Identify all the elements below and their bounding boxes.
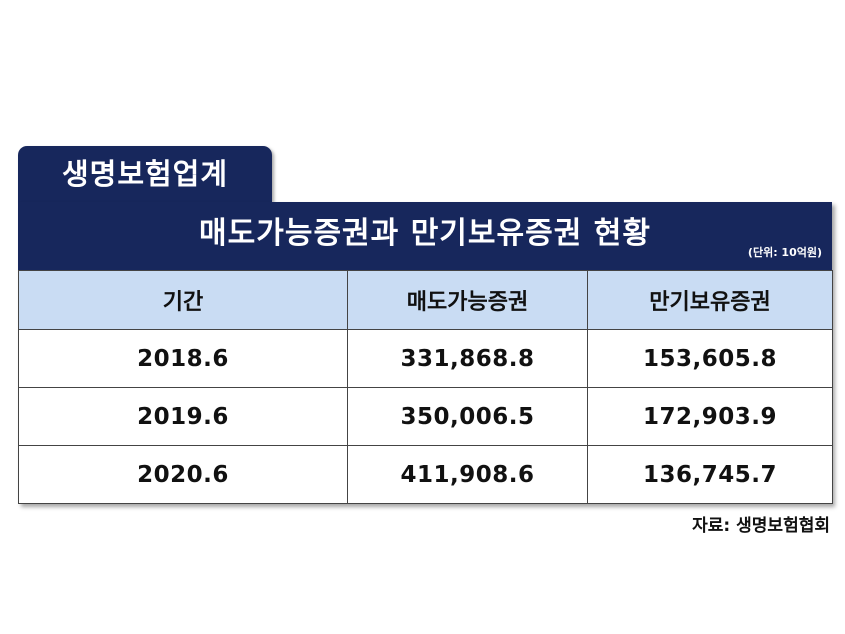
table-header-row: 기간 매도가능증권 만기보유증권	[18, 270, 833, 330]
source-note: 자료: 생명보험협회	[692, 516, 830, 536]
cell-held-to-maturity: 172,903.9	[587, 387, 833, 446]
column-header-period: 기간	[18, 270, 348, 330]
cell-held-to-maturity: 153,605.8	[587, 329, 833, 388]
column-header-held-to-maturity: 만기보유증권	[587, 270, 833, 330]
data-table-container: 매도가능증권과 만기보유증권 현황 (단위: 10억원) 기간 매도가능증권 만…	[18, 202, 833, 504]
data-table: 기간 매도가능증권 만기보유증권 2018.6 331,868.8 153,60…	[18, 270, 833, 504]
category-tab: 생명보험업계	[18, 146, 272, 202]
cell-available-for-sale: 331,868.8	[347, 329, 588, 388]
cell-available-for-sale: 411,908.6	[347, 445, 588, 504]
cell-period: 2019.6	[18, 387, 348, 446]
table-row: 2018.6 331,868.8 153,605.8	[18, 329, 833, 388]
table-title-bar: 매도가능증권과 만기보유증권 현황 (단위: 10억원)	[18, 202, 832, 270]
unit-label: (단위: 10억원)	[747, 246, 822, 259]
cell-held-to-maturity: 136,745.7	[587, 445, 833, 504]
cell-period: 2020.6	[18, 445, 348, 504]
cell-available-for-sale: 350,006.5	[347, 387, 588, 446]
table-title: 매도가능증권과 만기보유증권 현황	[199, 216, 651, 251]
table-row: 2019.6 350,006.5 172,903.9	[18, 387, 833, 446]
cell-period: 2018.6	[18, 329, 348, 388]
column-header-available-for-sale: 매도가능증권	[347, 270, 588, 330]
table-row: 2020.6 411,908.6 136,745.7	[18, 445, 833, 504]
